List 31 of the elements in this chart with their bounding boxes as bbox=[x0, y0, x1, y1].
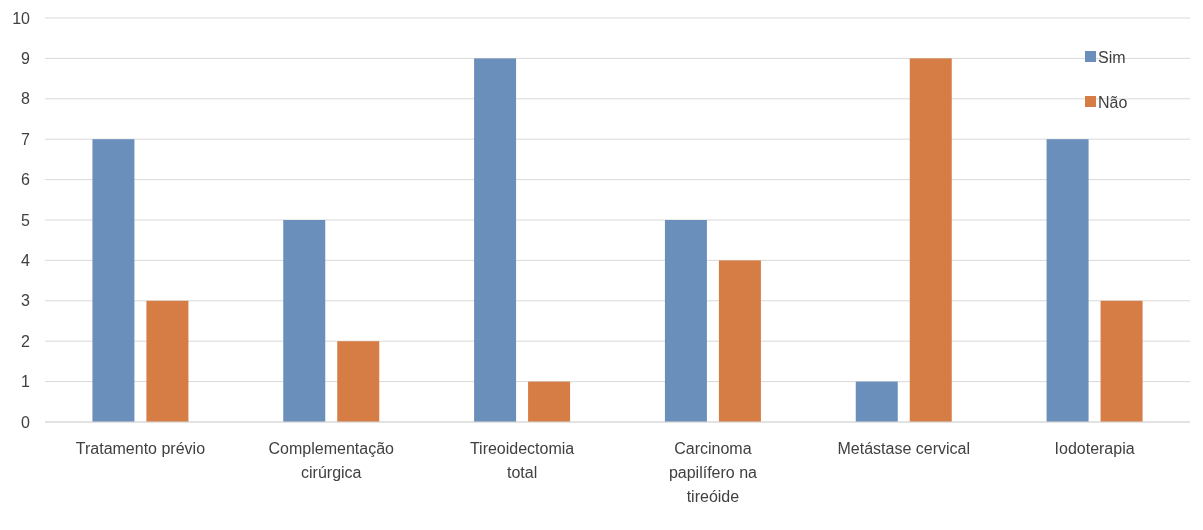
bar bbox=[909, 58, 952, 422]
bar bbox=[337, 341, 380, 422]
y-tick-label: 1 bbox=[21, 373, 31, 391]
y-tick-label: 0 bbox=[21, 413, 31, 431]
bar bbox=[146, 300, 189, 422]
x-tick-label: Tireoidectomia total bbox=[469, 440, 575, 481]
y-tick-label: 5 bbox=[21, 211, 31, 229]
bar bbox=[855, 381, 898, 422]
bar bbox=[528, 381, 571, 422]
y-tick-label: 7 bbox=[21, 130, 31, 148]
y-tick-label: 6 bbox=[21, 171, 31, 189]
y-tick-label: 10 bbox=[12, 9, 31, 27]
x-tick-label: Tratamento prévio bbox=[75, 440, 206, 457]
bar bbox=[283, 220, 326, 422]
y-tick-label: 9 bbox=[21, 50, 31, 67]
y-tick-label: 4 bbox=[21, 252, 31, 269]
legend-label: Sim bbox=[1098, 48, 1126, 66]
y-tick-label: 3 bbox=[21, 292, 31, 310]
x-tick-label: Complementação cirúrgica bbox=[268, 440, 395, 481]
y-tick-label: 8 bbox=[21, 90, 31, 108]
x-tick-label: Carcinoma papilífero na tireóide bbox=[668, 440, 758, 505]
bar bbox=[664, 220, 707, 422]
bar bbox=[474, 58, 517, 422]
x-tick-label: Metástase cervical bbox=[837, 440, 970, 457]
y-tick-label: 2 bbox=[21, 332, 31, 350]
bar bbox=[1046, 139, 1089, 422]
x-tick-label: Iodoterapia bbox=[1054, 440, 1135, 457]
bar bbox=[1100, 300, 1143, 422]
bar bbox=[718, 260, 761, 422]
legend-label: Não bbox=[1098, 93, 1128, 111]
bar bbox=[92, 139, 135, 422]
